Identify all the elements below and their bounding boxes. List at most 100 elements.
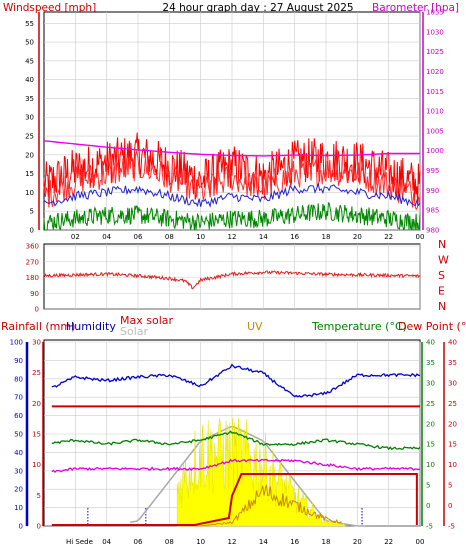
dew-y-tick-label: 10: [448, 461, 457, 469]
temperature-series: [51, 430, 421, 451]
humidity-y-tick-label: 80: [14, 375, 23, 383]
rain-y-tick-label: 15: [32, 431, 41, 439]
dir-y-tick-label: 0: [35, 306, 39, 314]
wind-x-tick-label: 20: [353, 233, 362, 241]
humidity-y-tick-label: 90: [14, 357, 23, 365]
baro-y-tick-label: 1015: [426, 88, 444, 96]
wind-mean-series: [43, 182, 421, 208]
humidity-y-tick-label: 50: [14, 431, 23, 439]
solar-label: Solar: [120, 325, 149, 338]
rain-y-tick-label: 10: [32, 461, 41, 469]
dew-y-tick-label: 15: [448, 441, 457, 449]
wind-x-tick-label: 00: [416, 233, 425, 241]
chart-title: 24 hour graph day : 27 August 2025: [162, 2, 353, 14]
wind-y-tick-label: 45: [25, 57, 34, 65]
wind-x-tick-label: 22: [384, 233, 393, 241]
wx-x-tick-label: 22: [384, 538, 393, 546]
baro-y-tick-label: 980: [426, 227, 439, 235]
compass-label: S: [438, 269, 445, 282]
wind-x-tick-label: 16: [290, 233, 299, 241]
compass-label: N: [438, 238, 446, 251]
temp-y-tick-label: 35: [426, 359, 435, 367]
temp-y-tick-label: 30: [426, 379, 435, 387]
rainfall-series: [51, 473, 418, 526]
humidity-y-tick-label: 100: [10, 339, 23, 347]
compass-label: W: [438, 254, 449, 267]
humidity-y-tick-label: 40: [14, 449, 23, 457]
wind-y-tick-label: 5: [30, 208, 34, 216]
wind-y-tick-label: 10: [25, 189, 34, 197]
wx-x-tick-label: 16: [290, 538, 299, 546]
temperature-axis-label: Temperature (°C): [311, 320, 407, 333]
dir-y-tick-label: 270: [26, 258, 39, 266]
baro-y-tick-label: 1020: [426, 68, 444, 76]
wind-panel: 0510152025303540455055980985990995100010…: [25, 9, 444, 242]
compass-label: E: [438, 285, 445, 298]
wx-x-tick-label: 00: [416, 538, 425, 546]
humidity-y-tick-label: 0: [19, 523, 23, 531]
dewpoint-axis-label: Dew Point (°C): [398, 320, 466, 333]
wx-x-tick-label: 04: [102, 538, 111, 546]
wind-x-tick-label: 04: [102, 233, 111, 241]
wind-y-tick-label: 20: [25, 151, 34, 159]
dir-y-tick-label: 180: [26, 274, 39, 282]
hi-sede-label: Hi Sede: [66, 538, 93, 546]
temp-y-tick-label: -5: [426, 523, 433, 531]
wx-x-tick-label: 10: [196, 538, 205, 546]
wind-x-tick-label: 10: [196, 233, 205, 241]
wind-y-tick-label: 0: [30, 227, 34, 235]
wx-x-tick-label: 14: [259, 538, 268, 546]
wind-x-tick-label: 06: [134, 233, 143, 241]
baro-y-tick-label: 995: [426, 167, 439, 175]
rain-y-tick-label: 25: [32, 369, 41, 377]
humidity-y-tick-label: 20: [14, 486, 23, 494]
dew-y-tick-label: 0: [448, 502, 452, 510]
rain-y-tick-label: 20: [32, 400, 41, 408]
wind-x-tick-label: 14: [259, 233, 268, 241]
dew-y-tick-label: 20: [448, 420, 457, 428]
baro-y-tick-label: 985: [426, 207, 439, 215]
humidity-series: [51, 363, 421, 398]
compass-label: N: [438, 300, 446, 313]
wx-x-tick-label: 18: [322, 538, 331, 546]
wind-x-tick-label: 18: [322, 233, 331, 241]
temp-y-tick-label: 20: [426, 420, 435, 428]
maxsolar-label: Max solar: [120, 314, 173, 327]
wind-gust-series: [43, 132, 421, 206]
windspeed-axis-label: Windspeed [mph]: [3, 2, 96, 14]
dew-y-tick-label: -5: [448, 523, 455, 531]
uv-label: UV: [247, 320, 263, 333]
dewpoint-series: [51, 458, 421, 474]
baro-y-tick-label: 1000: [426, 147, 444, 155]
baro-y-tick-label: 1035: [426, 9, 444, 17]
wind-avg-series: [43, 202, 421, 231]
wind-y-tick-label: 55: [25, 20, 34, 28]
dir-y-tick-label: 90: [30, 290, 39, 298]
wx-x-tick-label: 20: [353, 538, 362, 546]
uv-series: [185, 484, 342, 527]
baro-y-tick-label: 1030: [426, 28, 444, 36]
baro-y-tick-label: 1010: [426, 108, 444, 116]
wind-x-tick-label: 02: [71, 233, 80, 241]
humidity-label: Humidity: [66, 320, 116, 333]
dew-y-tick-label: 40: [448, 339, 457, 347]
temp-y-tick-label: 15: [426, 441, 435, 449]
rainfall-axis-label: Rainfall (mm): [1, 320, 75, 333]
wind-y-tick-label: 30: [25, 114, 34, 122]
solar-fill-series: [176, 417, 346, 527]
humidity-y-tick-label: 10: [14, 504, 23, 512]
humidity-y-tick-label: 30: [14, 467, 23, 475]
wx-x-tick-label: 08: [165, 538, 174, 546]
temp-y-tick-label: 10: [426, 461, 435, 469]
dew-y-tick-label: 5: [448, 482, 452, 490]
wind-y-tick-label: 35: [25, 95, 34, 103]
wx-x-tick-label: 06: [134, 538, 143, 546]
wx-x-tick-label: 12: [228, 538, 237, 546]
barometer-axis-label: Barometer [hpa]: [372, 2, 459, 14]
baro-y-tick-label: 1025: [426, 48, 444, 56]
wind-gust-series-2: [43, 149, 421, 211]
